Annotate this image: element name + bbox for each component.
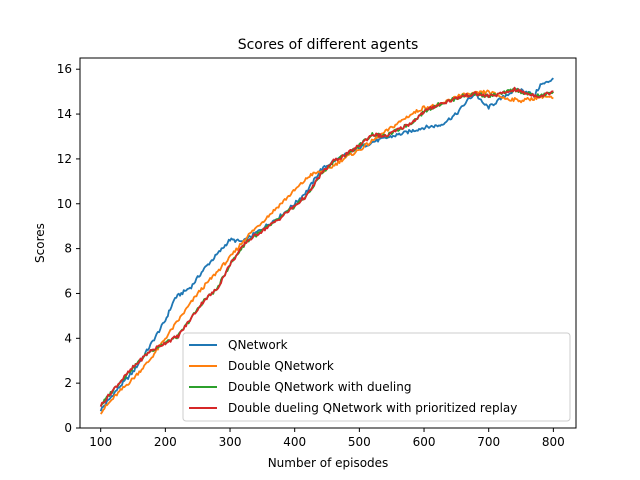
series-line-3 <box>99 86 554 407</box>
x-axis-ticks: 100 200 300 400 500 600 700 800 <box>89 428 565 449</box>
y-tick-label: 2 <box>64 376 72 390</box>
x-tick-label: 500 <box>348 435 371 449</box>
plot-frame <box>79 57 577 429</box>
y-tick-label: 6 <box>64 286 72 300</box>
x-tick-label: 600 <box>413 435 436 449</box>
y-axis-label: Scores <box>33 223 47 263</box>
x-tick-label: 400 <box>283 435 306 449</box>
plot-lines <box>99 77 555 415</box>
y-tick-label: 4 <box>64 331 72 345</box>
legend-box <box>182 332 571 422</box>
x-tick-label: 300 <box>219 435 242 449</box>
x-axis-label: Number of episodes <box>268 456 389 470</box>
legend-entry-prioritized: Double dueling QNetwork with prioritized… <box>228 401 517 415</box>
legend-entry-double-qnetwork: Double QNetwork <box>228 359 334 373</box>
y-tick-label: 8 <box>64 242 72 256</box>
y-tick-label: 14 <box>57 107 72 121</box>
legend: QNetwork Double QNetwork Double QNetwork… <box>182 332 571 422</box>
x-tick-label: 700 <box>477 435 500 449</box>
legend-entry-dueling: Double QNetwork with dueling <box>228 380 411 394</box>
x-tick-label: 100 <box>89 435 112 449</box>
y-tick-label: 16 <box>57 62 72 76</box>
legend-entry-qnetwork: QNetwork <box>228 338 288 352</box>
y-tick-label: 10 <box>57 197 72 211</box>
x-tick-label: 800 <box>542 435 565 449</box>
y-axis-ticks: 0 2 4 6 8 10 12 14 16 <box>57 62 80 435</box>
y-tick-label: 0 <box>64 421 72 435</box>
y-tick-label: 12 <box>57 152 72 166</box>
x-tick-label: 200 <box>154 435 177 449</box>
chart-title: Scores of different agents <box>238 37 419 53</box>
